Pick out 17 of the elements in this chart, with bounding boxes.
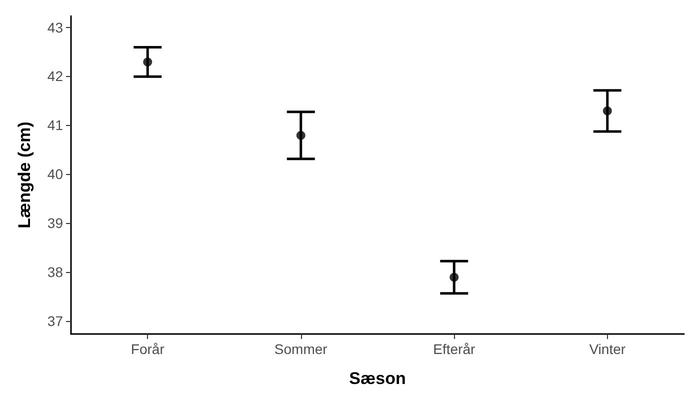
y-tick-label: 40 [47, 166, 64, 182]
x-tick-label: Efterår [433, 341, 476, 357]
y-axis-title: Længde (cm) [15, 122, 34, 228]
y-tick-label: 38 [47, 264, 64, 280]
y-tick-label: 37 [47, 312, 64, 329]
y-tick-label: 42 [47, 68, 64, 84]
y-tick-label: 39 [47, 214, 64, 231]
point [143, 57, 152, 66]
point [450, 272, 459, 282]
point [602, 106, 612, 116]
x-axis-title: Sæson [349, 369, 406, 388]
x-tick-label: Forår [130, 341, 165, 357]
y-tick-label: 43 [47, 19, 64, 36]
point [296, 130, 306, 140]
y-tick-label: 41 [47, 117, 64, 134]
x-tick-label: Sommer [274, 341, 328, 357]
x-tick-label: Vinter [589, 341, 626, 357]
